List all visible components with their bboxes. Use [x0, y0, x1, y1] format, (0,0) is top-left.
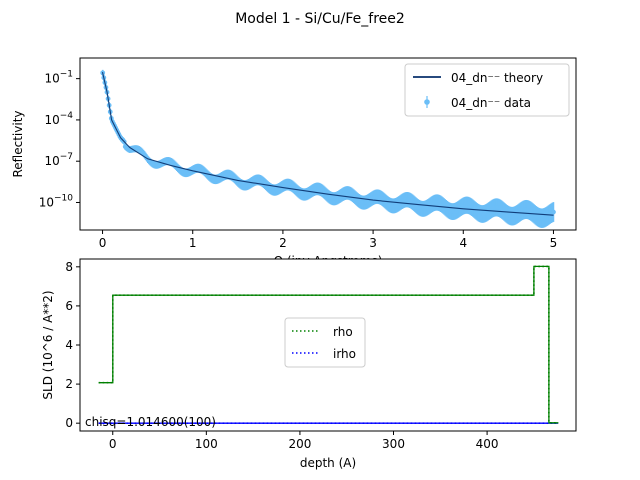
- sld-x-axis-label: depth (A): [300, 456, 356, 470]
- sld-y-tick-label: 8: [65, 260, 73, 274]
- figure-title: Model 1 - Si/Cu/Fe_free2: [235, 11, 405, 27]
- sld-legend: rho irho: [284, 317, 366, 368]
- legend-data-marker: [424, 99, 430, 105]
- reflectivity-data-point: [551, 209, 556, 215]
- reflectivity-y-tick-label: 10−10: [39, 193, 74, 209]
- sld-y-tick-label: 6: [65, 299, 73, 313]
- reflectivity-y-axis-label: Reflectivity: [11, 110, 25, 177]
- reflectivity-marks: [100, 69, 556, 228]
- sld-x-tick-label: 100: [195, 437, 218, 451]
- rho-profile-dotted: [98, 265, 559, 424]
- reflectivity-x-tick-label: 2: [279, 236, 287, 250]
- sld-x-tick-label: 0: [109, 437, 117, 451]
- reflectivity-theory-line: [101, 71, 554, 216]
- legend-theory-label: 04_dn⁻⁻ theory: [451, 71, 543, 85]
- reflectivity-ticks: 0 1 2 3 4 5 10−1 10−4 10−7 10−10: [39, 70, 558, 250]
- sld-x-tick-label: 200: [288, 437, 311, 451]
- reflectivity-y-tick-label: 10−1: [44, 70, 73, 86]
- sld-y-axis-label: SLD (10^6 / A**2): [41, 290, 55, 399]
- sld-y-tick-label: 2: [65, 377, 73, 391]
- reflectivity-x-tick-label: 1: [189, 236, 197, 250]
- sld-y-tick-label: 4: [65, 338, 73, 352]
- reflectivity-y-tick-label: 10−7: [44, 152, 73, 168]
- reflectivity-x-tick-label: 5: [550, 236, 558, 250]
- sld-y-tick-label: 0: [65, 416, 73, 430]
- reflectivity-legend: 04_dn⁻⁻ theory 04_dn⁻⁻ data: [404, 63, 570, 117]
- reflectivity-legend-box: [404, 63, 570, 117]
- reflectivity-x-tick-label: 4: [459, 236, 467, 250]
- sld-x-tick-label: 400: [476, 437, 499, 451]
- legend-irho-label: irho: [333, 347, 356, 361]
- legend-rho-label: rho: [333, 325, 353, 339]
- sld-marks: [98, 265, 559, 425]
- sld-x-tick-label: 300: [382, 437, 405, 451]
- chisq-annotation: chisq=1.014600(100): [85, 415, 216, 429]
- legend-data-label: 04_dn⁻⁻ data: [451, 96, 531, 110]
- reflectivity-y-tick-label: 10−4: [44, 111, 73, 127]
- reflectivity-x-tick-label: 3: [369, 236, 377, 250]
- reflectivity-x-tick-label: 0: [99, 236, 107, 250]
- sld-panel: 0 100 200 300 400 0 2 4 6 8 depth (A) SLD (10^6 /…: [41, 258, 577, 470]
- sld-ticks: 0 100 200 300 400 0 2 4 6 8: [65, 260, 498, 451]
